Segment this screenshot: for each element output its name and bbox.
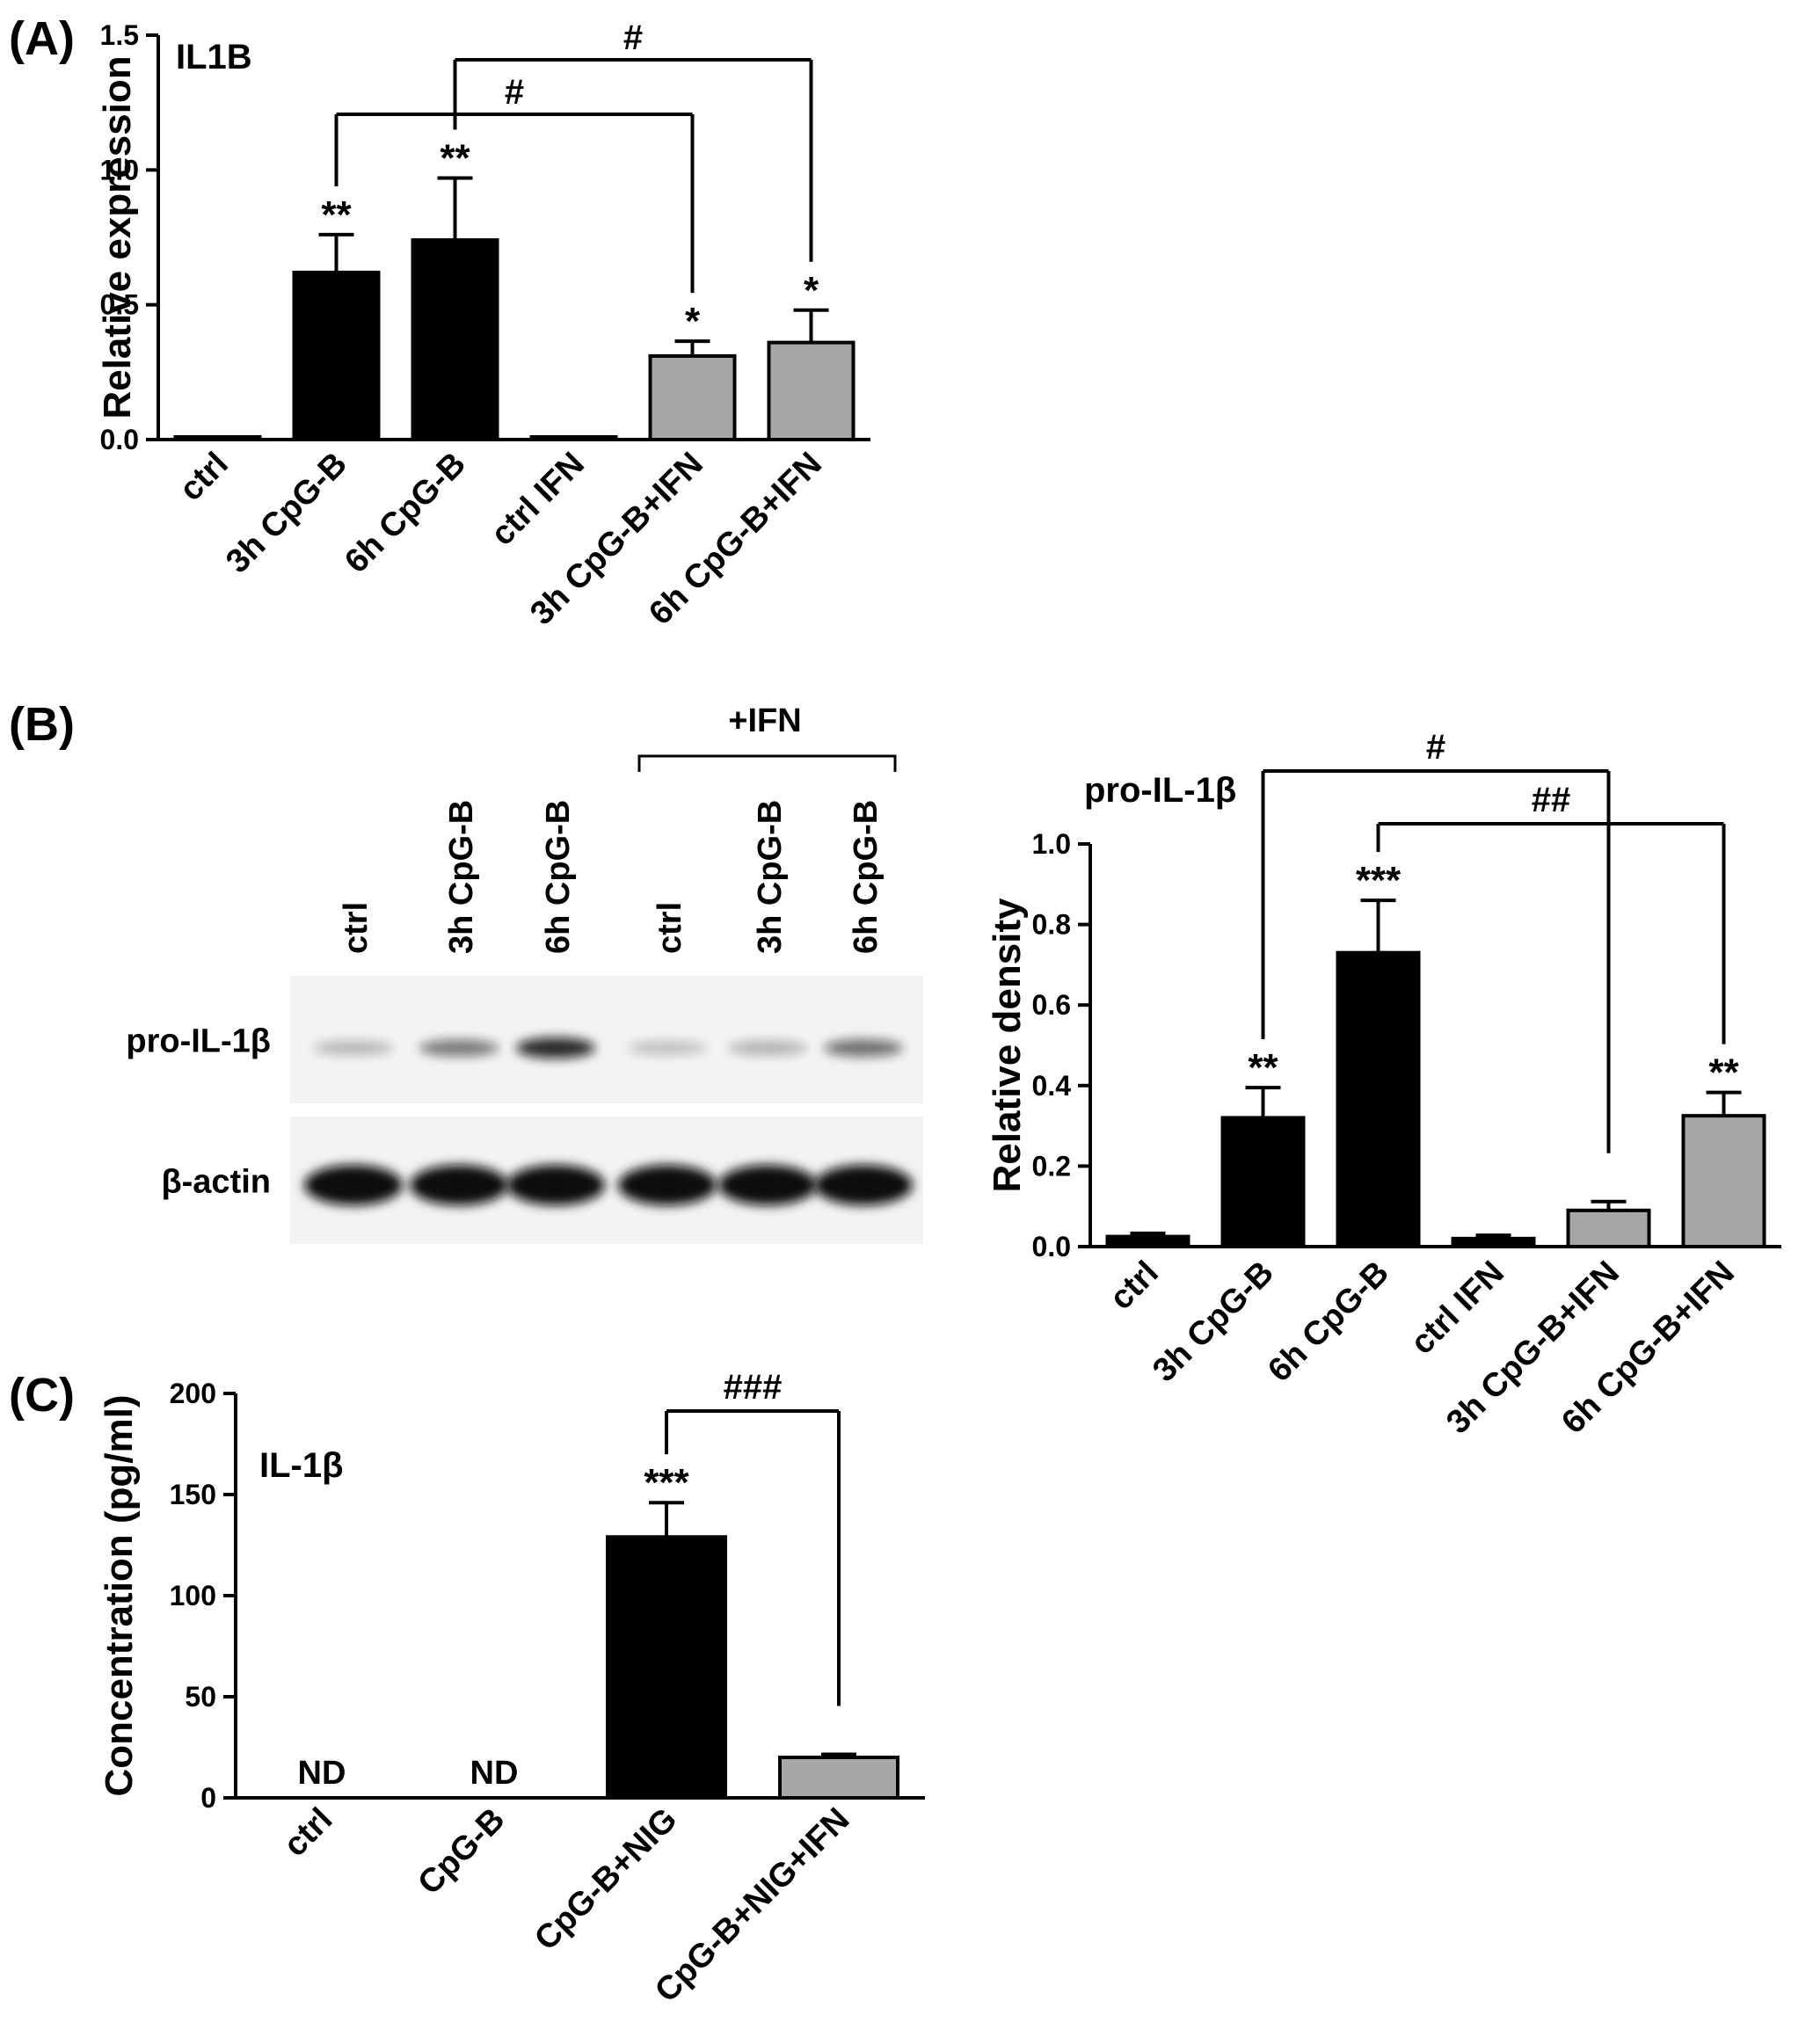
bar bbox=[292, 270, 381, 441]
chart-a-il1b-expression: 0.0 0.5 1.0 1.5 Relative expression IL1B ctrl *… bbox=[96, 18, 870, 632]
category-label: ctrl bbox=[277, 1801, 340, 1865]
bar bbox=[1451, 1236, 1536, 1248]
y-axis-label: Concentration (pg/ml) bbox=[98, 1394, 141, 1796]
bar bbox=[1336, 950, 1421, 1249]
not-detected-label: ND bbox=[298, 1755, 346, 1792]
category-label: ctrl IFN bbox=[1404, 1255, 1511, 1362]
lane-label: 3h CpG-B bbox=[752, 800, 789, 954]
blot-band bbox=[618, 1165, 717, 1205]
significance-marker: ** bbox=[1248, 1046, 1278, 1089]
y-tick-label: 0.4 bbox=[1032, 1070, 1072, 1102]
bar bbox=[767, 340, 856, 442]
y-tick-label: 100 bbox=[170, 1580, 216, 1611]
lane-label: 6h CpG-B bbox=[540, 800, 577, 954]
y-tick-label: 50 bbox=[185, 1681, 216, 1713]
category-label: ctrl bbox=[1103, 1255, 1166, 1318]
bar bbox=[411, 238, 499, 442]
bar bbox=[173, 435, 262, 441]
category-label: 6h CpG-B bbox=[338, 446, 473, 581]
y-tick-label: 200 bbox=[170, 1378, 216, 1409]
blot-band bbox=[506, 1165, 605, 1205]
blot-band bbox=[814, 1165, 913, 1205]
y-axis-label: Relative expression bbox=[96, 55, 139, 418]
bracket-label: # bbox=[1426, 728, 1445, 767]
bar bbox=[1220, 1116, 1306, 1248]
blot-band bbox=[410, 1165, 508, 1205]
y-tick-label: 0.6 bbox=[1032, 989, 1071, 1021]
bar bbox=[648, 353, 737, 441]
blot-band bbox=[728, 1041, 807, 1055]
blot-band bbox=[824, 1039, 903, 1057]
y-axis-label: Relative density bbox=[986, 898, 1029, 1193]
y-tick-label: 0.2 bbox=[1032, 1150, 1071, 1182]
blot-band bbox=[314, 1041, 393, 1055]
category-label: CpG-B+NIG+IFN bbox=[648, 1801, 856, 2010]
category-label: ctrl IFN bbox=[484, 446, 592, 553]
y-tick-label: 0.0 bbox=[100, 424, 139, 455]
blot-band bbox=[516, 1037, 595, 1059]
bar bbox=[529, 435, 618, 441]
significance-marker: * bbox=[804, 269, 819, 312]
chart-title: pro-IL-1β bbox=[1084, 771, 1236, 810]
western-blot: ctrl 3h CpG-B 6h CpG-B ctrl 3h CpG-B 6h CpG-B… bbox=[126, 702, 923, 1244]
y-tick-label: 0.0 bbox=[1032, 1231, 1071, 1262]
blot-band bbox=[304, 1165, 403, 1205]
bracket-label: ## bbox=[1532, 781, 1571, 819]
y-tick-label: 0.5 bbox=[100, 289, 139, 321]
significance-marker: *** bbox=[1356, 859, 1402, 902]
bar bbox=[606, 1535, 727, 1800]
bracket-label: # bbox=[623, 18, 643, 57]
significance-marker: ** bbox=[440, 137, 470, 180]
bracket-label: # bbox=[505, 73, 524, 112]
y-tick-label: 1.0 bbox=[100, 154, 139, 185]
category-label: 3h CpG-B bbox=[1146, 1255, 1281, 1390]
category-label: 6h CpG-B bbox=[1261, 1255, 1396, 1390]
bar bbox=[1681, 1114, 1766, 1249]
chart-b-pro-il1b-density: 0.0 0.2 0.4 0.6 0.8 1.0 Relative density pro-IL… bbox=[986, 728, 1781, 1441]
significance-marker: ** bbox=[321, 193, 352, 236]
significance-marker: ** bbox=[1708, 1051, 1739, 1095]
blot-row-label: β-actin bbox=[161, 1164, 271, 1201]
category-label: CpG-B+NIG bbox=[528, 1801, 684, 1958]
category-label: 3h CpG-B bbox=[219, 446, 354, 581]
y-tick-label: 1.5 bbox=[100, 19, 139, 51]
not-detected-label: ND bbox=[470, 1755, 519, 1792]
y-tick-label: 0.8 bbox=[1032, 909, 1071, 941]
lane-label: 6h CpG-B bbox=[848, 800, 885, 954]
bar bbox=[1566, 1208, 1651, 1249]
ifn-group-bracket bbox=[637, 754, 897, 772]
bar bbox=[1105, 1234, 1190, 1249]
blot-band bbox=[419, 1039, 499, 1057]
y-tick-label: 150 bbox=[170, 1479, 216, 1510]
category-label: ctrl bbox=[172, 446, 236, 509]
blot-band bbox=[628, 1041, 707, 1055]
chart-title: IL-1β bbox=[259, 1446, 344, 1485]
panel-label-b: (B) bbox=[9, 698, 75, 751]
bar bbox=[778, 1756, 899, 1800]
category-label: CpG-B bbox=[411, 1801, 513, 1902]
lane-label: ctrl bbox=[652, 902, 688, 954]
chart-title: IL1B bbox=[176, 38, 252, 76]
bracket-label: ### bbox=[724, 1368, 783, 1407]
blot-strip bbox=[290, 976, 923, 1103]
y-tick-label: 1.0 bbox=[1032, 828, 1071, 860]
significance-marker: *** bbox=[644, 1461, 689, 1504]
ifn-group-label: +IFN bbox=[728, 702, 801, 739]
blot-row-label: pro-IL-1β bbox=[126, 1023, 271, 1060]
lane-label: 3h CpG-B bbox=[443, 800, 480, 954]
y-tick-label: 0 bbox=[200, 1782, 216, 1814]
chart-c-il1b-concentration: 0 50 100 150 200 Concentration (pg/ml) IL-1β ND… bbox=[98, 1368, 925, 2010]
blot-band bbox=[718, 1165, 817, 1205]
panel-label-c: (C) bbox=[9, 1369, 75, 1422]
significance-marker: * bbox=[685, 300, 701, 343]
lane-label: ctrl bbox=[338, 902, 375, 954]
panel-label-a: (A) bbox=[9, 12, 75, 65]
